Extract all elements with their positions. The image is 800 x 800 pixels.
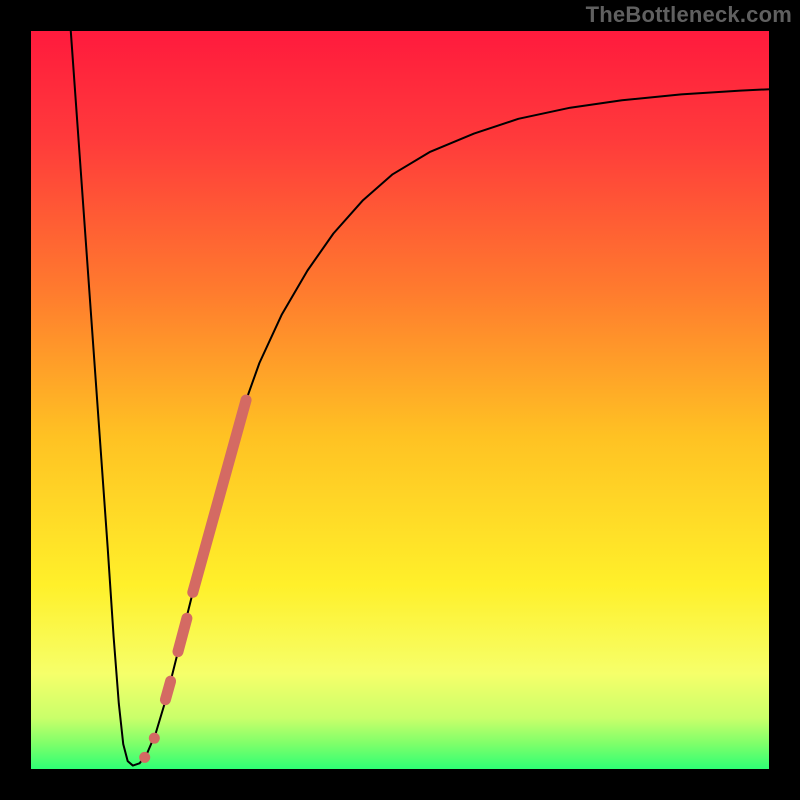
plot-background [30,30,770,770]
chart-stage: TheBottleneck.com [0,0,800,800]
bottleneck-curve-chart [0,0,800,800]
watermark-text: TheBottleneck.com [586,2,792,28]
highlight-segment [165,681,170,700]
